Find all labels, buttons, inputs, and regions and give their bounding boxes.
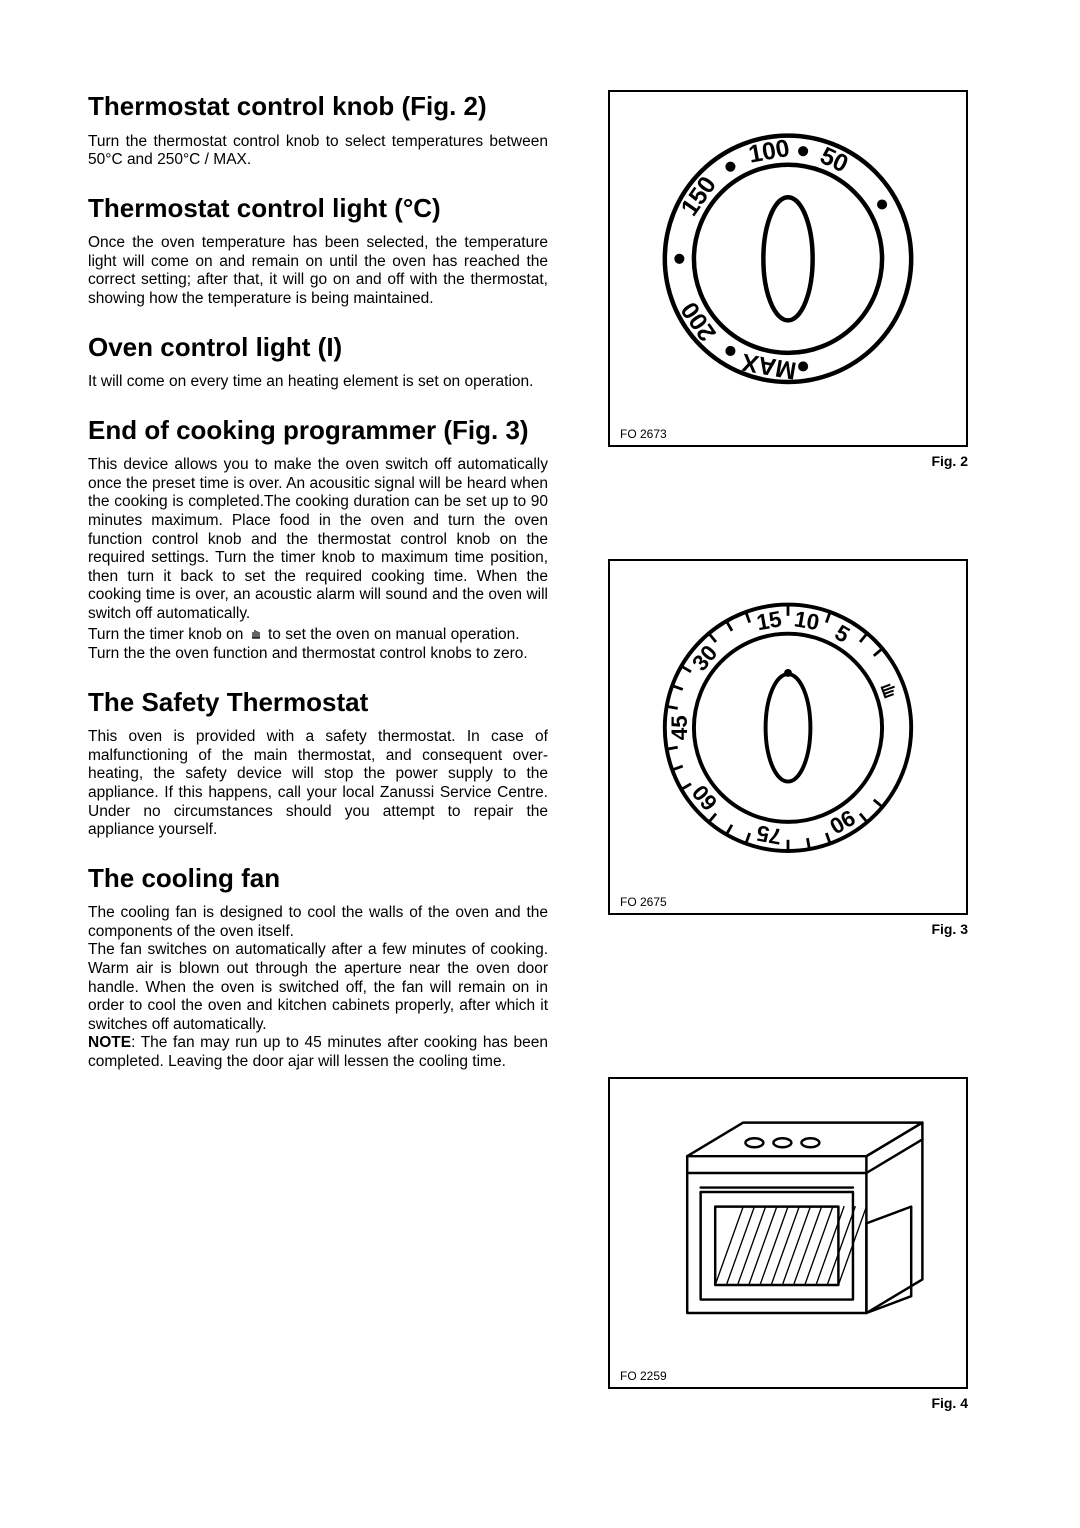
heading-thermostat-knob: Thermostat control knob (Fig. 2) <box>88 90 548 123</box>
figure-4-fo: FO 2259 <box>620 1369 956 1383</box>
body-safety-thermostat: This oven is provided with a safety ther… <box>88 728 548 840</box>
svg-text:150: 150 <box>676 172 722 221</box>
heading-cooling-fan: The cooling fan <box>88 862 548 895</box>
eoc-para1: This device allows you to make the oven … <box>88 456 548 622</box>
body-thermostat-light: Once the oven temperature has been selec… <box>88 234 548 308</box>
cf-para1: The cooling fan is designed to cool the … <box>88 904 548 940</box>
figure-2-box: 50100150200MAX FO 2673 <box>608 90 968 447</box>
cf-note-label: NOTE <box>88 1034 131 1051</box>
eoc-para2b: to set the oven on manual operation. <box>264 625 520 642</box>
svg-text:30: 30 <box>687 640 722 675</box>
svg-text:45: 45 <box>667 715 692 740</box>
heading-safety-thermostat: The Safety Thermostat <box>88 686 548 719</box>
oven-isometric-diagram <box>620 1089 956 1358</box>
body-end-of-cooking: This device allows you to make the oven … <box>88 456 548 664</box>
eoc-para3: Turn the the oven function and thermosta… <box>88 645 528 662</box>
svg-text:5: 5 <box>831 619 854 647</box>
svg-text:10: 10 <box>792 606 821 635</box>
eoc-para2a: Turn the timer knob on <box>88 625 248 642</box>
body-thermostat-knob: Turn the thermostat control knob to sele… <box>88 133 548 170</box>
figure-3-caption: Fig. 3 <box>608 921 968 937</box>
svg-text:75: 75 <box>755 820 784 849</box>
cf-note-body: : The fan may run up to 45 minutes after… <box>88 1034 548 1070</box>
figure-3-fo: FO 2675 <box>620 895 956 909</box>
hand-icon <box>248 624 264 646</box>
figure-2-fo: FO 2673 <box>620 427 956 441</box>
body-cooling-fan: The cooling fan is designed to cool the … <box>88 904 548 1071</box>
svg-text:15: 15 <box>755 606 784 635</box>
body-oven-control-light: It will come on every time an heating el… <box>88 373 548 392</box>
heading-end-of-cooking: End of cooking programmer (Fig. 3) <box>88 414 548 447</box>
cf-para2: The fan switches on automatically after … <box>88 941 548 1032</box>
svg-text:200: 200 <box>676 297 722 346</box>
thermostat-dial-diagram: 50100150200MAX <box>620 102 956 416</box>
figure-3-box: 510153045607590 FO 2675 <box>608 559 968 916</box>
heading-oven-control-light: Oven control light (I) <box>88 331 548 364</box>
figure-4-caption: Fig. 4 <box>608 1395 968 1411</box>
figure-2-caption: Fig. 2 <box>608 453 968 469</box>
figure-4-box: FO 2259 <box>608 1077 968 1389</box>
timer-dial-diagram: 510153045607590 <box>620 571 956 885</box>
svg-text:60: 60 <box>687 780 722 815</box>
heading-thermostat-light: Thermostat control light (°C) <box>88 192 548 225</box>
